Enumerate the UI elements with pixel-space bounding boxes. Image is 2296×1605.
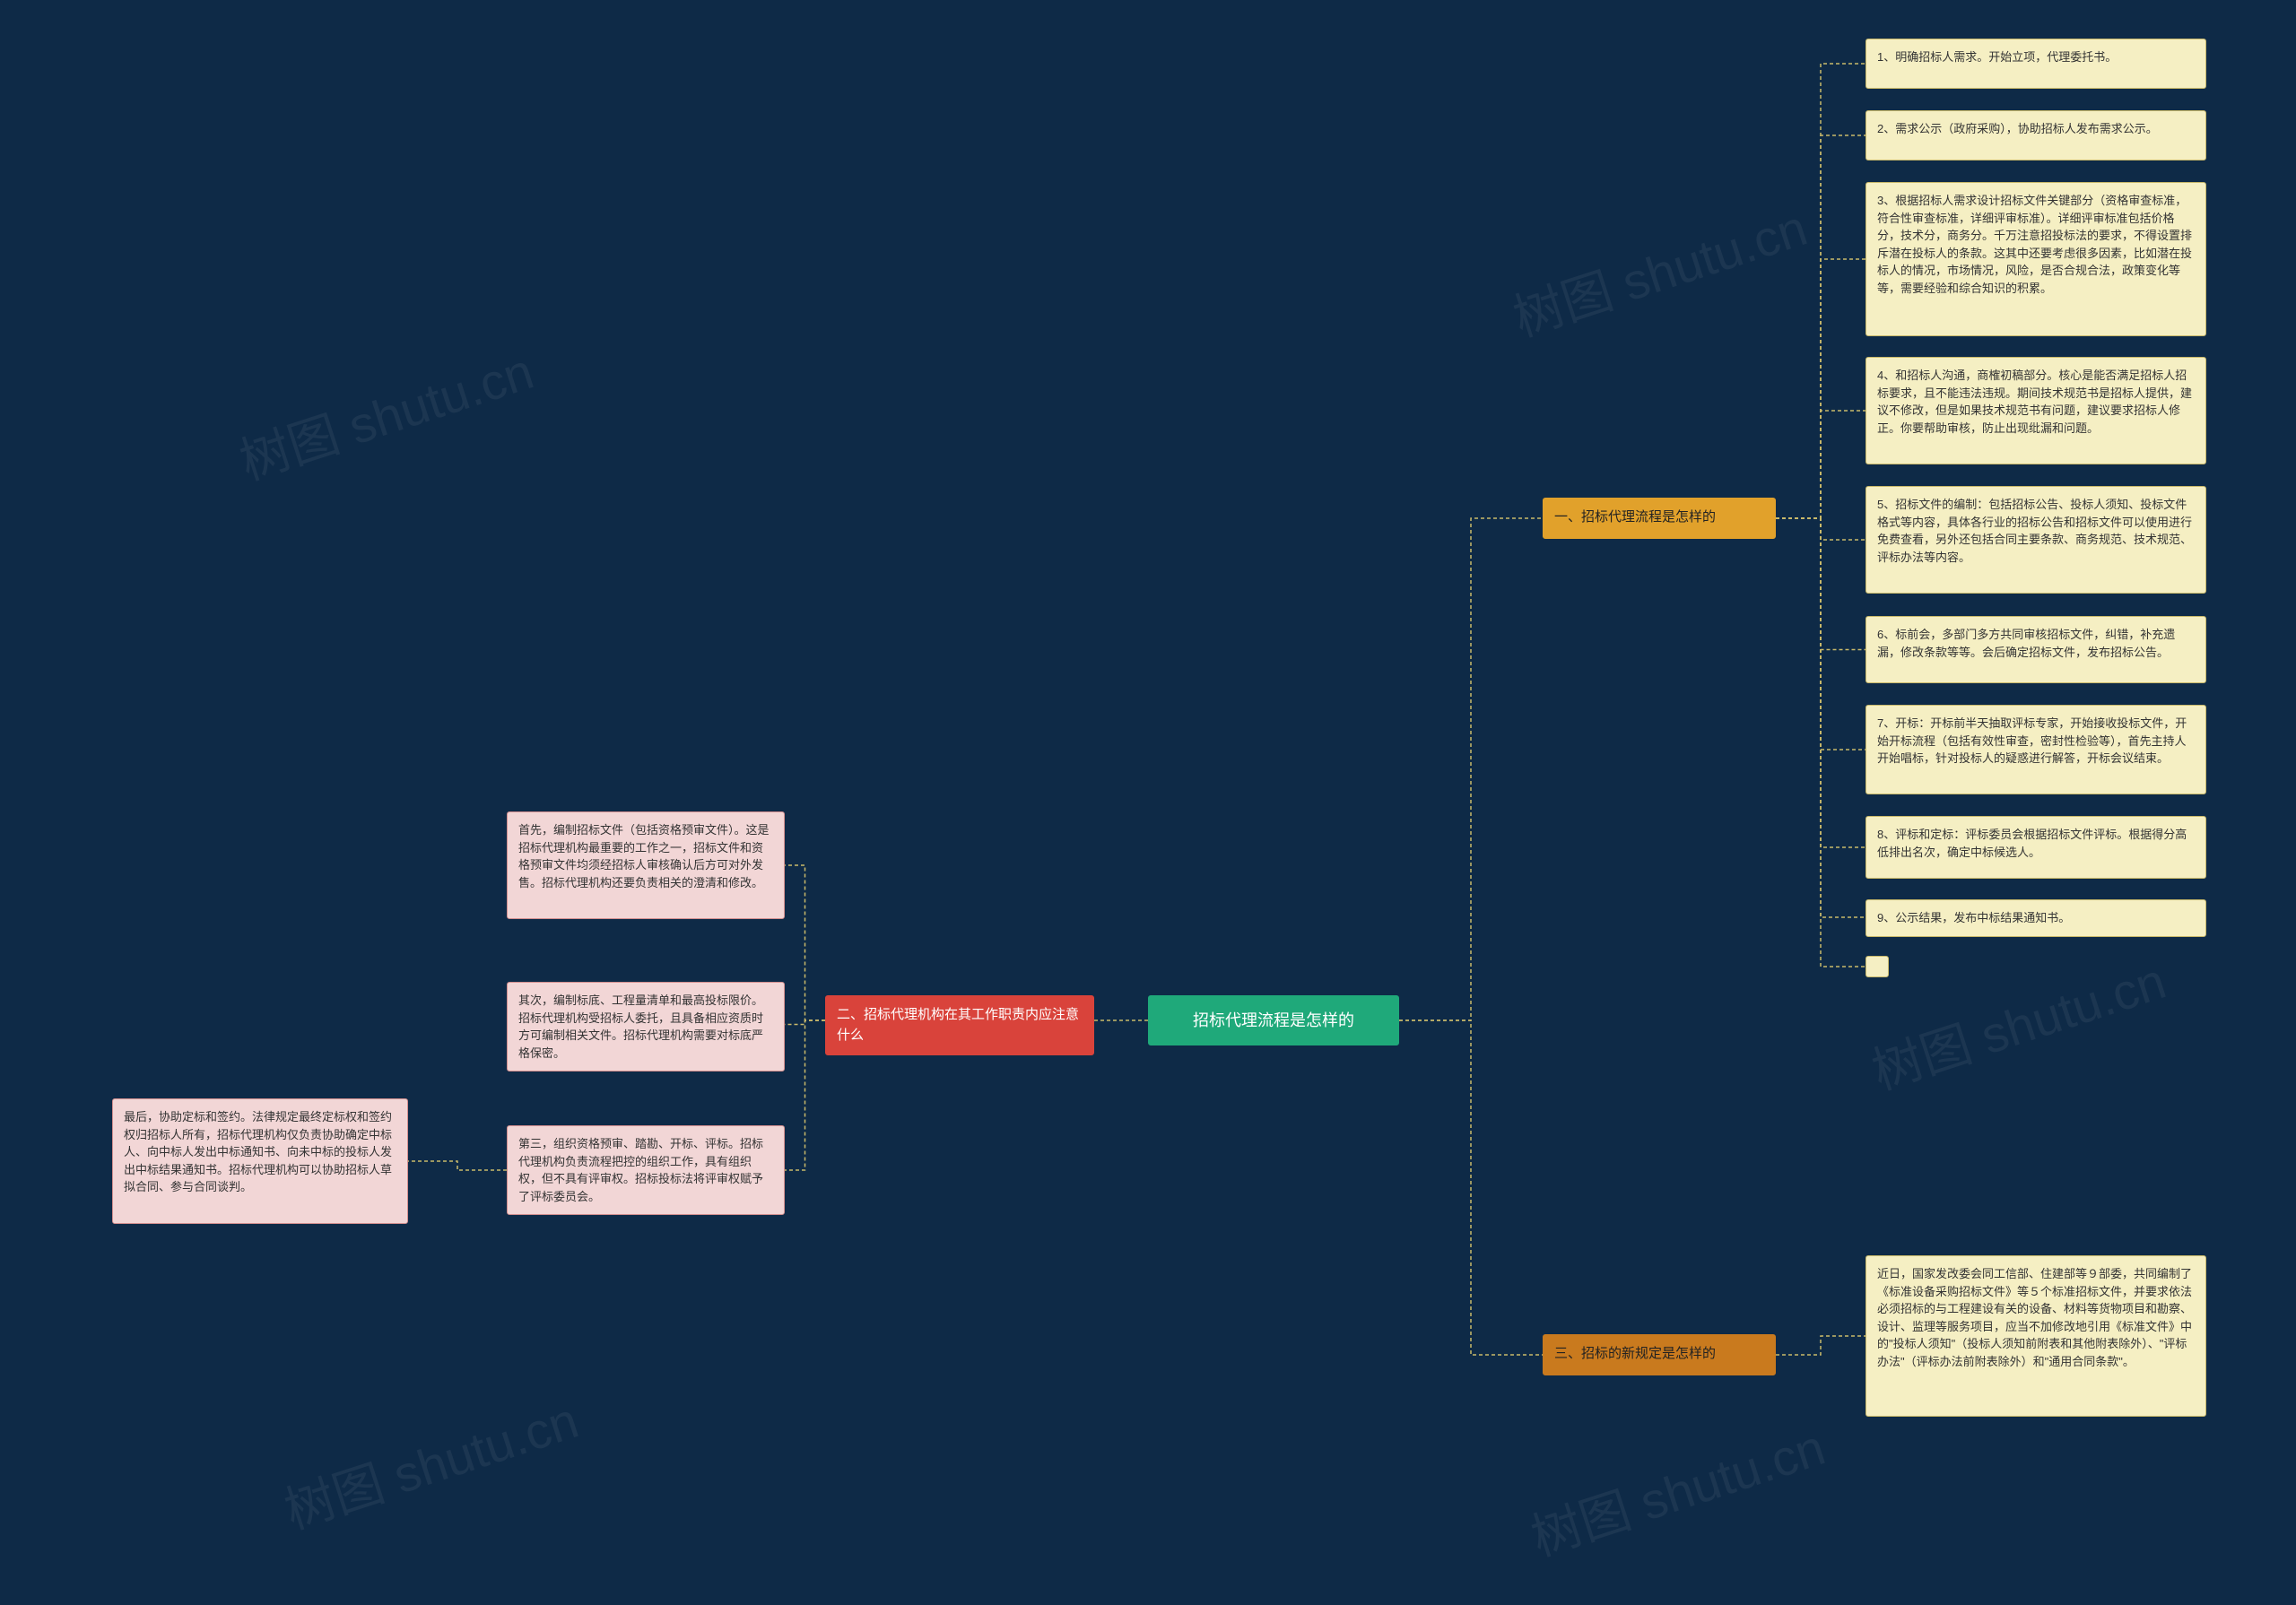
edge-b1-b1_7 bbox=[1776, 518, 1866, 750]
watermark: 树图 shutu.cn bbox=[274, 1381, 587, 1544]
node-b1_4[interactable]: 4、和招标人沟通，商榷初稿部分。核心是能否满足招标人招标要求，且不能违法违规。期… bbox=[1866, 357, 2206, 464]
node-b3_1[interactable]: 近日，国家发改委会同工信部、住建部等９部委，共同编制了《标准设备采购招标文件》等… bbox=[1866, 1255, 2206, 1417]
node-b1_1[interactable]: 1、明确招标人需求。开始立项，代理委托书。 bbox=[1866, 39, 2206, 89]
node-b1_2[interactable]: 2、需求公示（政府采购），协助招标人发布需求公示。 bbox=[1866, 110, 2206, 160]
node-b1_5[interactable]: 5、招标文件的编制：包括招标公告、投标人须知、投标文件格式等内容，具体各行业的招… bbox=[1866, 486, 2206, 594]
edge-b1-b1_4 bbox=[1776, 411, 1866, 518]
edge-b3-b3_1 bbox=[1776, 1336, 1866, 1355]
edge-b1-b1_9 bbox=[1776, 518, 1866, 917]
mindmap-canvas: 树图 shutu.cn 树图 shutu.cn 树图 shutu.cn 树图 shut… bbox=[0, 0, 2296, 1605]
node-root[interactable]: 招标代理流程是怎样的 bbox=[1148, 995, 1399, 1045]
edge-root-b1 bbox=[1399, 518, 1543, 1020]
node-b2_3[interactable]: 第三，组织资格预审、踏勘、开标、评标。招标代理机构负责流程把控的组织工作，具有组… bbox=[507, 1125, 785, 1215]
edge-b1-b1_10 bbox=[1776, 518, 1866, 967]
edge-b2-b2_2 bbox=[785, 1020, 825, 1025]
watermark: 树图 shutu.cn bbox=[1503, 188, 1815, 351]
node-b1_8[interactable]: 8、评标和定标：评标委员会根据招标文件评标。根据得分高低排出名次，确定中标候选人… bbox=[1866, 816, 2206, 879]
edge-b1-b1_5 bbox=[1776, 518, 1866, 540]
watermark: 树图 shutu.cn bbox=[1521, 1408, 1833, 1571]
node-b1_7[interactable]: 7、开标：开标前半天抽取评标专家，开始接收投标文件，开始开标流程（包括有效性审查… bbox=[1866, 705, 2206, 794]
node-b1_3[interactable]: 3、根据招标人需求设计招标文件关键部分（资格审查标准，符合性审查标准，详细评审标… bbox=[1866, 182, 2206, 336]
edge-b1-b1_3 bbox=[1776, 259, 1866, 518]
edge-b1-b1_8 bbox=[1776, 518, 1866, 847]
edge-b2_3-b2_3_1 bbox=[408, 1161, 507, 1170]
edge-b1-b1_2 bbox=[1776, 135, 1866, 518]
node-b2[interactable]: 二、招标代理机构在其工作职责内应注意什么 bbox=[825, 995, 1094, 1055]
node-b1[interactable]: 一、招标代理流程是怎样的 bbox=[1543, 498, 1776, 539]
node-b3[interactable]: 三、招标的新规定是怎样的 bbox=[1543, 1334, 1776, 1375]
edge-b1-b1_1 bbox=[1776, 64, 1866, 518]
watermark: 树图 shutu.cn bbox=[1862, 941, 2174, 1105]
edge-root-b3 bbox=[1399, 1020, 1543, 1355]
node-b2_2[interactable]: 其次，编制标底、工程量清单和最高投标限价。招标代理机构受招标人委托，且具备相应资… bbox=[507, 982, 785, 1071]
node-b1_9[interactable]: 9、公示结果，发布中标结果通知书。 bbox=[1866, 899, 2206, 937]
edge-b2-b2_3 bbox=[785, 1020, 825, 1170]
watermark: 树图 shutu.cn bbox=[230, 332, 542, 495]
node-b2_1[interactable]: 首先，编制招标文件（包括资格预审文件）。这是招标代理机构最重要的工作之一，招标文… bbox=[507, 811, 785, 919]
edge-b2-b2_1 bbox=[785, 865, 825, 1020]
node-b2_3_1[interactable]: 最后，协助定标和签约。法律规定最终定标权和签约权归招标人所有，招标代理机构仅负责… bbox=[112, 1098, 408, 1224]
edge-b1-b1_6 bbox=[1776, 518, 1866, 650]
node-b1_6[interactable]: 6、标前会，多部门多方共同审核招标文件，纠错，补充遗漏，修改条款等等。会后确定招… bbox=[1866, 616, 2206, 683]
node-b1_10[interactable] bbox=[1866, 956, 1889, 977]
